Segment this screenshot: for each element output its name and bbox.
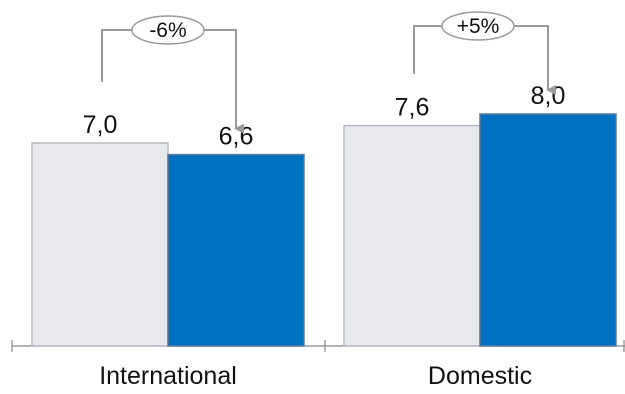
category-label: Domestic [428, 362, 532, 390]
change-percent-label: +5% [457, 15, 500, 38]
bar-value-label: 7,6 [395, 94, 430, 122]
change-percent-label: -6% [149, 19, 186, 42]
change-bracket-left [101, 29, 132, 82]
change-bracket-left [413, 25, 442, 74]
bar-international-previous [31, 142, 169, 347]
category-label: International [99, 362, 237, 390]
change-oval [131, 15, 205, 45]
bar-domestic-previous [343, 124, 481, 347]
change-arrow [514, 25, 556, 95]
change-arrow [204, 29, 244, 134]
bar-value-label: 7,0 [83, 111, 118, 139]
change-oval [441, 11, 515, 41]
bar-domestic-current [479, 113, 617, 347]
bar-international-current [167, 153, 305, 347]
